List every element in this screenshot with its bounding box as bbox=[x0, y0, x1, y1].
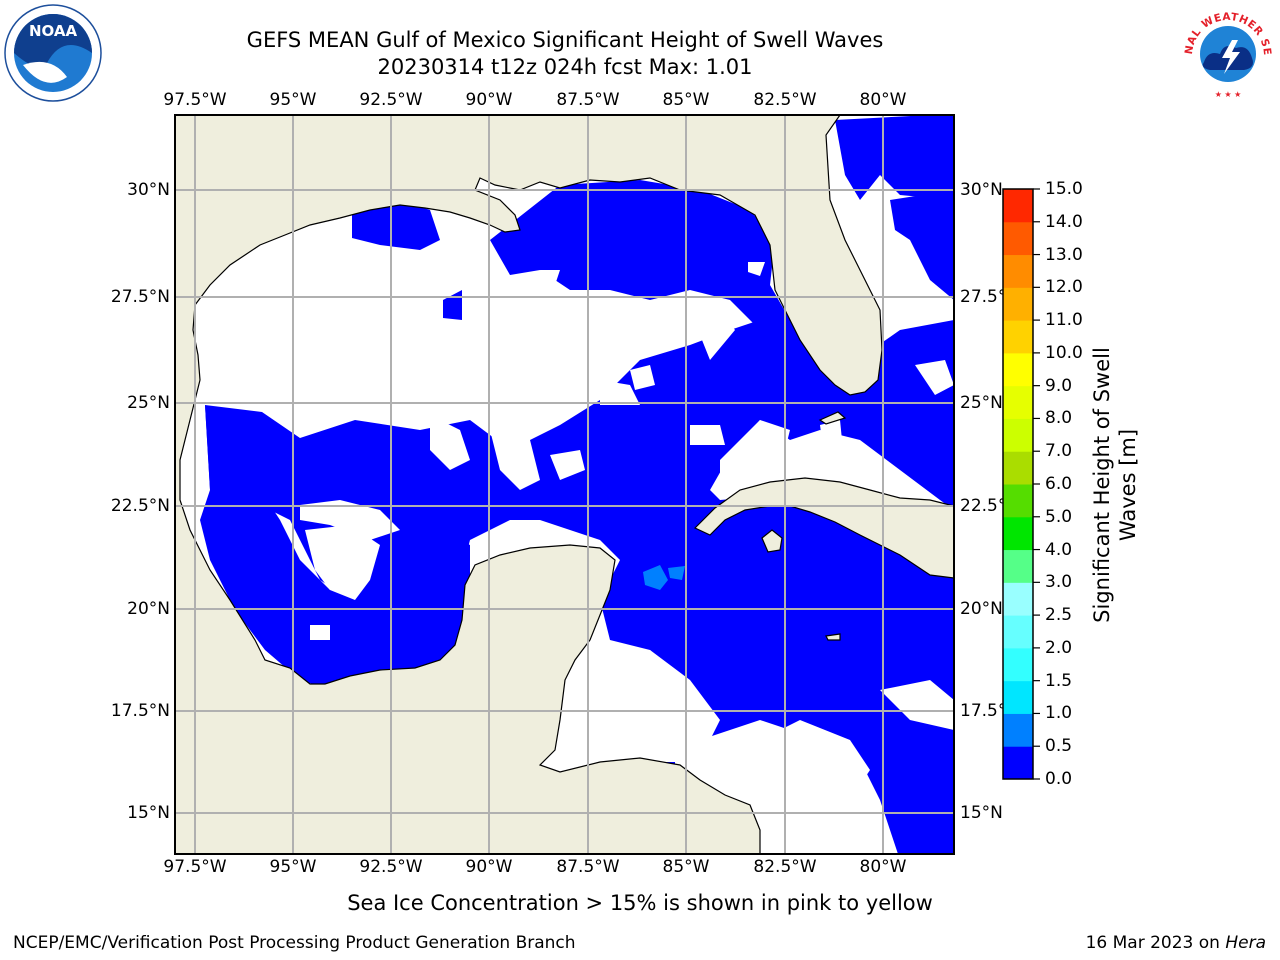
lon-tick-top: 90°W bbox=[465, 90, 513, 110]
colorbar-tick-label: 2.0 bbox=[1045, 637, 1073, 658]
lat-tick-right: 25°N bbox=[960, 393, 1003, 413]
lat-tick-right: 22.5°N bbox=[960, 496, 1020, 516]
nws-logo: NATIONAL WEATHER SERVICE ★ ★ ★ bbox=[1173, 0, 1278, 102]
colorbar-tick-label: 1.5 bbox=[1045, 670, 1073, 691]
lon-tick-top: 80°W bbox=[859, 90, 907, 110]
lat-tick-left: 27.5°N bbox=[110, 287, 170, 307]
graticule bbox=[175, 115, 954, 854]
lon-tick-top: 85°W bbox=[662, 90, 710, 110]
lat-tick-right: 27.5°N bbox=[960, 287, 1020, 307]
colorbar-tick-label: 4.0 bbox=[1045, 539, 1073, 560]
lat-tick-right: 20°N bbox=[960, 599, 1003, 619]
colorbar-tick-label: 14.0 bbox=[1045, 211, 1083, 232]
lon-tick-top: 97.5°W bbox=[163, 90, 227, 110]
noaa-logo: NOAA bbox=[3, 3, 103, 103]
lat-tick-left: 17.5°N bbox=[110, 701, 170, 721]
lat-tick-left: 30°N bbox=[127, 180, 170, 200]
noaa-logo-text: NOAA bbox=[29, 22, 78, 40]
lon-tick-top: 87.5°W bbox=[556, 90, 620, 110]
svg-text:★ ★ ★: ★ ★ ★ bbox=[1215, 90, 1242, 99]
lon-tick-bottom: 87.5°W bbox=[556, 857, 620, 877]
lat-tick-left: 15°N bbox=[127, 803, 170, 823]
colorbar-tick-label: 12.0 bbox=[1045, 277, 1083, 298]
colorbar-tick-label: 2.5 bbox=[1045, 605, 1073, 626]
lat-tick-left: 25°N bbox=[127, 393, 170, 413]
colorbar-tick-label: 6.0 bbox=[1045, 474, 1073, 494]
no-swell-patches bbox=[300, 262, 954, 810]
lat-tick-right: 15°N bbox=[960, 803, 1003, 823]
footer-machine: Hera bbox=[1225, 933, 1266, 953]
colorbar-tick-label: 5.0 bbox=[1045, 506, 1073, 527]
colorbar-tick-label: 0.0 bbox=[1045, 769, 1073, 789]
colorbar-tick-label: 10.0 bbox=[1045, 342, 1083, 363]
colorbar-tick-label: 0.5 bbox=[1045, 736, 1073, 757]
map-subtitle: 20230314 t12z 024h fcst Max: 1.01 bbox=[377, 55, 753, 79]
lon-tick-bottom: 82.5°W bbox=[753, 857, 817, 877]
sea-ice-note: Sea Ice Concentration > 15% is shown in … bbox=[347, 891, 933, 915]
lon-tick-bottom: 97.5°W bbox=[163, 857, 227, 877]
lon-tick-bottom: 92.5°W bbox=[359, 857, 423, 877]
map-title: GEFS MEAN Gulf of Mexico Significant Hei… bbox=[246, 28, 884, 52]
footer-date: 16 Mar 2023 on Hera bbox=[1086, 933, 1266, 953]
lat-tick-left: 22.5°N bbox=[110, 496, 170, 516]
lon-tick-top: 82.5°W bbox=[753, 90, 817, 110]
colorbar-tick-label: 11.0 bbox=[1045, 310, 1083, 331]
colorbar-tick-label: 9.0 bbox=[1045, 375, 1073, 396]
colorbar-tick-label: 15.0 bbox=[1045, 179, 1083, 199]
colorbar-tick-label: 3.0 bbox=[1045, 572, 1073, 593]
lat-tick-left: 20°N bbox=[127, 599, 170, 619]
lon-tick-bottom: 85°W bbox=[662, 857, 710, 877]
colorbar-tick-label: 1.0 bbox=[1045, 703, 1073, 724]
colorbar-tick-label: 8.0 bbox=[1045, 408, 1073, 429]
footer-date-text: 16 Mar 2023 on bbox=[1085, 933, 1226, 953]
lon-tick-bottom: 80°W bbox=[859, 857, 907, 877]
lat-tick-right: 17.5°N bbox=[960, 701, 1020, 721]
colorbar-tick-label: 7.0 bbox=[1045, 441, 1073, 462]
lat-tick-right: 30°N bbox=[960, 180, 1003, 200]
lon-tick-bottom: 90°W bbox=[465, 857, 513, 877]
lon-tick-top: 95°W bbox=[269, 90, 317, 110]
footer-credit: NCEP/EMC/Verification Post Processing Pr… bbox=[13, 933, 576, 953]
lon-tick-top: 92.5°W bbox=[359, 90, 423, 110]
colorbar-title: Significant Height of Swell Waves [m] bbox=[1090, 347, 1140, 623]
lon-tick-bottom: 95°W bbox=[269, 857, 317, 877]
colorbar-tick-label: 13.0 bbox=[1045, 244, 1083, 265]
